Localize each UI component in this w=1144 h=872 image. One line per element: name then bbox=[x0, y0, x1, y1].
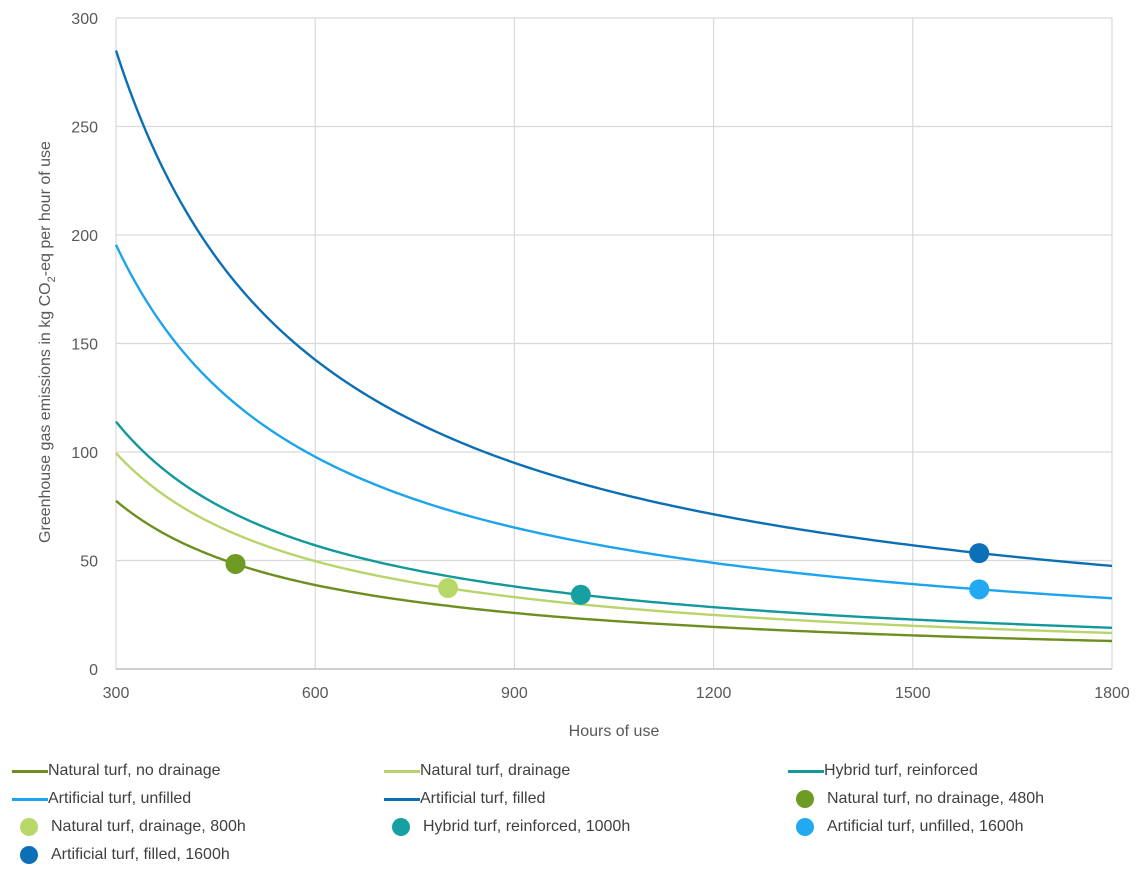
x-tick-label: 1500 bbox=[895, 685, 931, 702]
x-axis-title: Hours of use bbox=[569, 723, 660, 740]
legend-label: Artificial turf, unfilled bbox=[48, 790, 192, 807]
series-line-0 bbox=[115, 499, 1113, 643]
series-line-1 bbox=[115, 452, 1113, 635]
chart: 0 50 100 150 200 250 300 300 600 900 1200 1500 1800… bbox=[37, 11, 1130, 740]
series-lines bbox=[114, 50, 1113, 643]
y-tick-label: 50 bbox=[80, 554, 98, 571]
marker-point-1 bbox=[438, 578, 458, 599]
legend-line-swatch bbox=[12, 769, 48, 773]
legend-dot-swatch bbox=[796, 818, 814, 836]
legend-item: Artificial turf, filled bbox=[384, 790, 545, 808]
x-tick-label: 600 bbox=[302, 685, 329, 702]
legend-dot-swatch bbox=[20, 846, 38, 864]
marker-points bbox=[225, 543, 990, 605]
legend-item: Artificial turf, unfilled bbox=[12, 790, 191, 808]
legend-label: Artificial turf, filled bbox=[420, 790, 546, 807]
legend-item: Hybrid turf, reinforced bbox=[788, 762, 978, 780]
y-tick-label: 250 bbox=[71, 120, 98, 137]
legend-item: Natural turf, drainage bbox=[384, 762, 570, 780]
x-tick-label: 900 bbox=[501, 685, 528, 702]
series-line-2 bbox=[115, 420, 1113, 629]
legend-dot-swatch bbox=[392, 818, 410, 836]
legend-label: Hybrid turf, reinforced bbox=[824, 762, 978, 779]
y-axis-title-subscript: 2 bbox=[46, 276, 58, 282]
legend-item: Artificial turf, unfilled, 1600h bbox=[788, 818, 1024, 836]
legend-item: Natural turf, no drainage, 480h bbox=[788, 790, 1044, 808]
marker-point-3 bbox=[969, 579, 990, 600]
marker-point-2 bbox=[570, 584, 591, 605]
y-tick-label: 100 bbox=[71, 445, 98, 462]
legend-label: Artificial turf, unfilled, 1600h bbox=[827, 818, 1024, 835]
x-tick-label: 300 bbox=[103, 685, 130, 702]
legend-label: Hybrid turf, reinforced, 1000h bbox=[423, 818, 631, 835]
series-line-3 bbox=[114, 244, 1113, 600]
legend-dot-swatch bbox=[796, 790, 814, 808]
y-tick-label: 0 bbox=[89, 662, 98, 679]
gridlines bbox=[115, 17, 1113, 670]
legend-dot-swatch bbox=[20, 818, 38, 836]
y-axis-title: Greenhouse gas emissions in kg CO2-eq pe… bbox=[37, 141, 58, 543]
series-line-4 bbox=[114, 50, 1113, 568]
y-tick-labels: 0 50 100 150 200 250 300 bbox=[71, 11, 98, 679]
legend-line-swatch bbox=[12, 797, 48, 801]
legend-line-swatch bbox=[788, 769, 824, 773]
legend-label: Natural turf, drainage, 800h bbox=[51, 818, 246, 835]
x-tick-label: 1800 bbox=[1094, 685, 1130, 702]
marker-point-4 bbox=[969, 543, 990, 564]
x-tick-labels: 300 600 900 1200 1500 1800 bbox=[103, 685, 1130, 702]
legend-item: Hybrid turf, reinforced, 1000h bbox=[384, 818, 630, 836]
x-tick-label: 1200 bbox=[696, 685, 732, 702]
y-axis-title-main: Greenhouse gas emissions in kg CO bbox=[37, 282, 54, 543]
y-tick-label: 150 bbox=[71, 337, 98, 354]
legend-label: Natural turf, no drainage bbox=[48, 762, 221, 779]
legend-line-swatch bbox=[384, 797, 420, 801]
legend-label: Artificial turf, filled, 1600h bbox=[51, 846, 230, 863]
y-tick-label: 300 bbox=[71, 11, 98, 28]
legend-item: Natural turf, drainage, 800h bbox=[12, 818, 246, 836]
legend-line-swatch bbox=[384, 769, 420, 773]
legend-label: Natural turf, drainage bbox=[420, 762, 571, 779]
legend-label: Natural turf, no drainage, 480h bbox=[827, 790, 1045, 807]
marker-point-0 bbox=[225, 553, 246, 574]
y-tick-label: 200 bbox=[71, 228, 98, 245]
legend-item: Natural turf, no drainage bbox=[12, 762, 221, 780]
legend: Natural turf, no drainage Natural turf, d… bbox=[0, 760, 1144, 870]
y-axis-title-rest: -eq per hour of use bbox=[37, 141, 54, 276]
legend-item: Artificial turf, filled, 1600h bbox=[12, 846, 230, 864]
